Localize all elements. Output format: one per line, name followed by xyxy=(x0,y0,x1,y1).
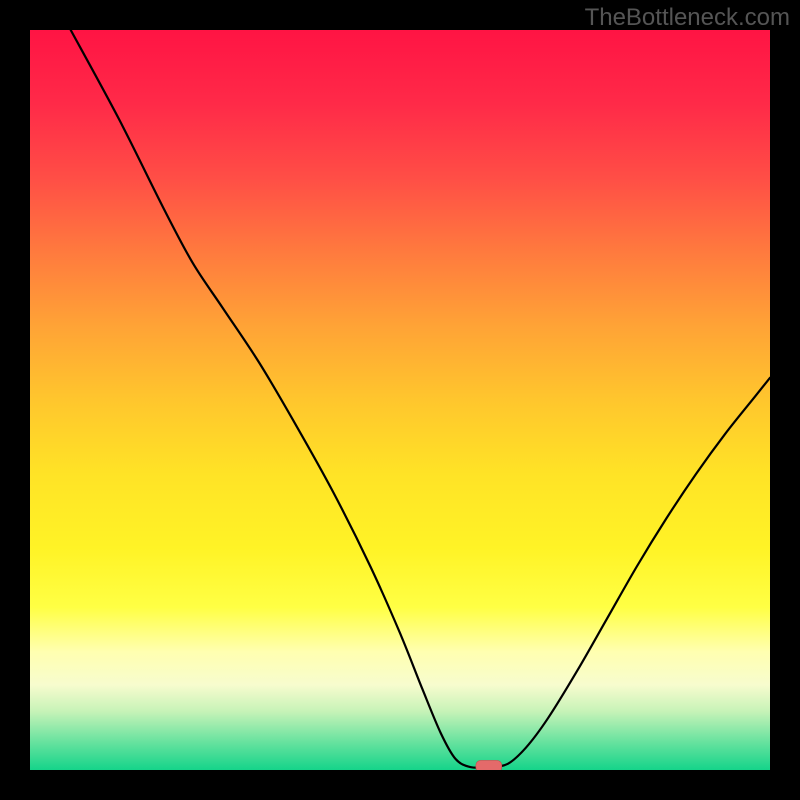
plot-area xyxy=(30,30,770,770)
minimum-marker xyxy=(476,760,502,770)
chart-svg xyxy=(30,30,770,770)
chart-frame: TheBottleneck.com xyxy=(0,0,800,800)
background-rect xyxy=(30,30,770,770)
watermark-text: TheBottleneck.com xyxy=(585,4,790,32)
